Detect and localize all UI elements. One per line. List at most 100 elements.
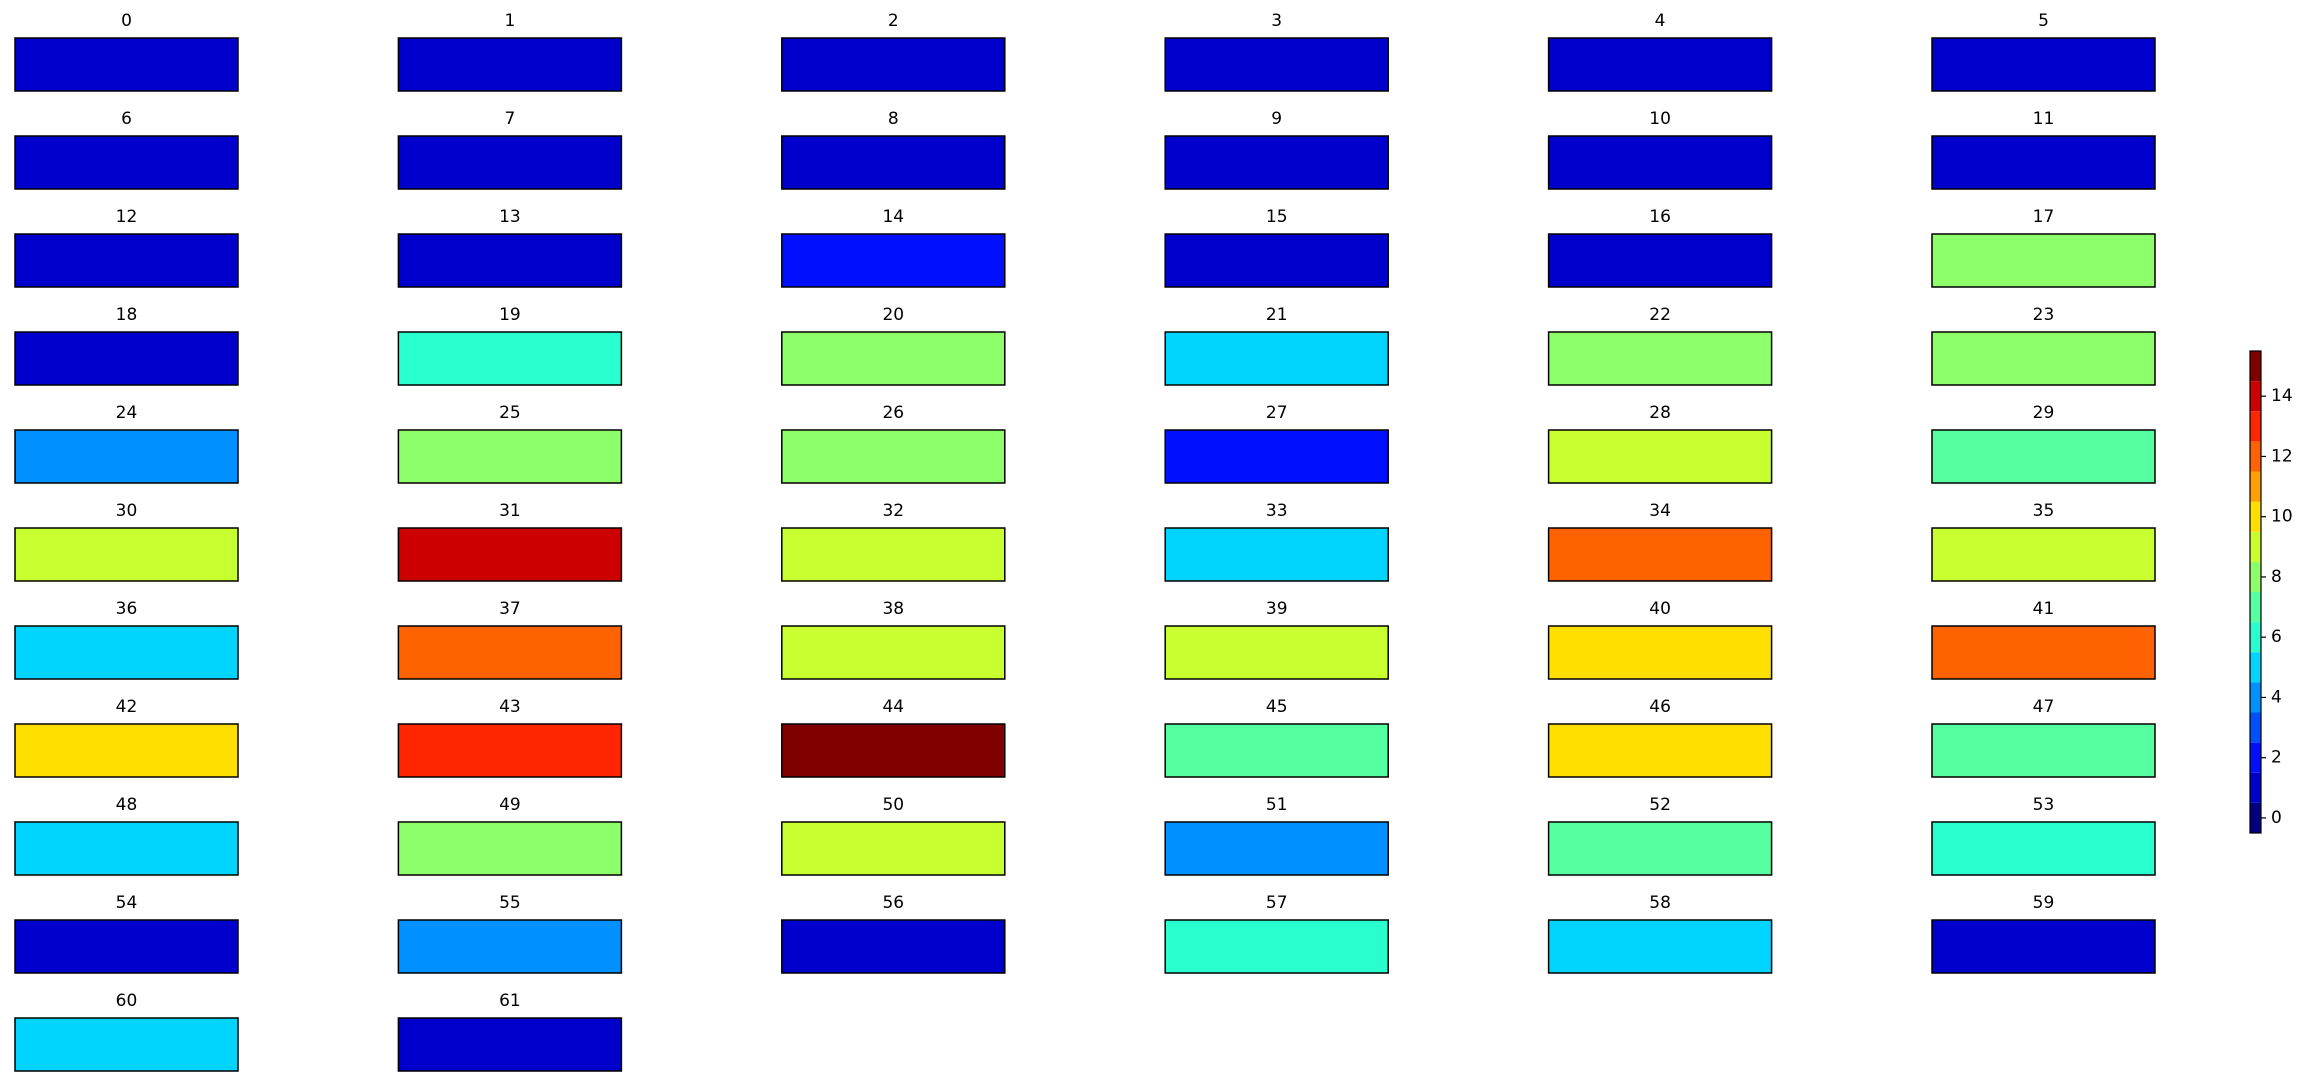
panel-image <box>1547 919 1773 974</box>
panel-image <box>781 233 1006 288</box>
panel-title: 17 <box>2033 207 2055 227</box>
colorbar-tick-label: 8 <box>2271 567 2282 587</box>
panel-image <box>14 429 239 484</box>
panel-image <box>1164 233 1389 288</box>
panel-title: 26 <box>882 403 904 423</box>
panel-title: 18 <box>116 305 138 325</box>
panel-image <box>397 37 623 92</box>
panel-image <box>397 821 623 876</box>
panel-image <box>397 1017 623 1072</box>
panel-title: 1 <box>504 11 515 31</box>
colorbar-band <box>2250 351 2261 382</box>
panel-image <box>14 1017 239 1072</box>
panel-image <box>781 723 1006 778</box>
panel-title: 0 <box>121 11 132 31</box>
panel-image <box>781 821 1006 876</box>
colorbar-tick-label: 0 <box>2271 808 2282 828</box>
colorbar-band <box>2250 802 2261 833</box>
panel-title: 9 <box>1271 109 1282 129</box>
panel-image <box>1931 331 2156 386</box>
panel-title: 46 <box>1649 697 1671 717</box>
panel-image <box>1931 429 2156 484</box>
panel-title: 16 <box>1649 207 1671 227</box>
colorbar-frame <box>2249 350 2262 834</box>
panel-title: 2 <box>888 11 899 31</box>
colorbar-tick-label: 14 <box>2271 386 2293 406</box>
panel-title: 27 <box>1266 403 1288 423</box>
colorbar-band <box>2250 712 2261 743</box>
panel-title: 43 <box>499 697 521 717</box>
colorbar-band <box>2250 561 2261 592</box>
panel-title: 15 <box>1266 207 1288 227</box>
panel-title: 47 <box>2033 697 2055 717</box>
panel-image <box>1164 821 1389 876</box>
panel-image <box>14 821 239 876</box>
panel-title: 21 <box>1266 305 1288 325</box>
panel-image <box>1931 723 2156 778</box>
panel-title: 34 <box>1649 501 1671 521</box>
panel-image <box>397 723 623 778</box>
panel-image <box>397 527 623 582</box>
colorbar-band <box>2250 531 2261 562</box>
panel-title: 42 <box>116 697 138 717</box>
panel-image <box>1931 625 2156 680</box>
panel-image <box>14 233 239 288</box>
panel-title: 22 <box>1649 305 1671 325</box>
colorbar-tick-label: 12 <box>2271 446 2293 466</box>
panel-image <box>1931 135 2156 190</box>
panel-image <box>1931 527 2156 582</box>
colorbar-band <box>2250 622 2261 653</box>
panel-image <box>1164 331 1389 386</box>
panel-title: 54 <box>116 893 138 913</box>
panel-title: 58 <box>1649 893 1671 913</box>
panel-title: 41 <box>2033 599 2055 619</box>
panel-title: 60 <box>116 991 138 1011</box>
panel-title: 5 <box>2038 11 2049 31</box>
panel-image <box>397 429 623 484</box>
panel-image <box>14 331 239 386</box>
panel-image <box>1164 723 1389 778</box>
panel-title: 11 <box>2033 109 2055 129</box>
panel-title: 39 <box>1266 599 1288 619</box>
panel-title: 49 <box>499 795 521 815</box>
panel-image <box>1547 233 1773 288</box>
panel-image <box>397 233 623 288</box>
panel-title: 36 <box>116 599 138 619</box>
panel-title: 55 <box>499 893 521 913</box>
panel-title: 45 <box>1266 697 1288 717</box>
colorbar-tick-label: 10 <box>2271 507 2293 527</box>
panel-image <box>1164 919 1389 974</box>
panel-title: 31 <box>499 501 521 521</box>
panel-title: 30 <box>116 501 138 521</box>
panel-title: 8 <box>888 109 899 129</box>
panel-image <box>1547 821 1773 876</box>
panel-title: 13 <box>499 207 521 227</box>
panel-image <box>1931 37 2156 92</box>
panel-image <box>397 919 623 974</box>
panel-title: 59 <box>2033 893 2055 913</box>
colorbar-band <box>2250 592 2261 623</box>
panel-title: 48 <box>116 795 138 815</box>
panel-title: 51 <box>1266 795 1288 815</box>
panel-image <box>397 135 623 190</box>
colorbar-band <box>2250 411 2261 442</box>
colorbar-band <box>2250 441 2261 472</box>
panel-image <box>1164 527 1389 582</box>
panel-title: 7 <box>504 109 515 129</box>
panel-title: 53 <box>2033 795 2055 815</box>
panel-title: 50 <box>882 795 904 815</box>
panel-title: 19 <box>499 305 521 325</box>
panel-title: 29 <box>2033 403 2055 423</box>
panel-title: 10 <box>1649 109 1671 129</box>
panel-title: 61 <box>499 991 521 1011</box>
panel-image <box>1547 331 1773 386</box>
panel-title: 4 <box>1655 11 1666 31</box>
colorbar-tick-label: 4 <box>2271 687 2282 707</box>
colorbar-band <box>2250 501 2261 532</box>
panel-title: 38 <box>882 599 904 619</box>
colorbar-tick-label: 6 <box>2271 627 2282 647</box>
panel-image <box>14 723 239 778</box>
panel-image <box>781 37 1006 92</box>
colorbar-band <box>2250 471 2261 502</box>
panel-title: 57 <box>1266 893 1288 913</box>
